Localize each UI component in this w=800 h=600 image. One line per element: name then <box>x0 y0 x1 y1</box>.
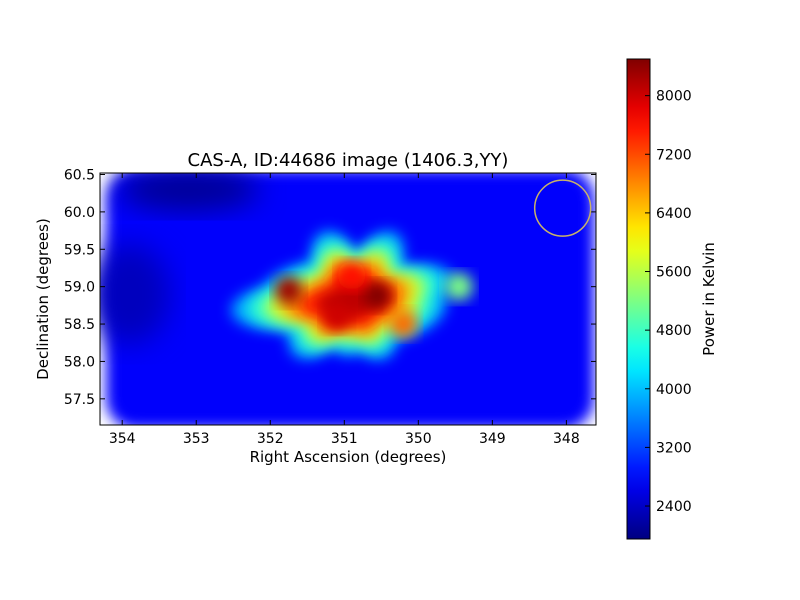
y-tick-label: 59.0 <box>64 280 95 296</box>
heatmap-image <box>100 173 594 425</box>
y-tick-label: 58.5 <box>64 317 95 333</box>
y-tick-label: 59.5 <box>64 242 95 258</box>
colorbar-gradient <box>626 58 651 540</box>
source-lobe <box>445 272 474 301</box>
source-lobe <box>363 281 392 310</box>
y-tick-label: 58.0 <box>64 354 95 370</box>
x-axis-label: Right Ascension (degrees) <box>250 448 447 466</box>
source-lobe <box>274 276 303 305</box>
x-tick-label: 352 <box>257 431 284 447</box>
y-tick-label: 57.5 <box>64 392 95 408</box>
low-emission-region <box>100 244 170 345</box>
colorbar-tick-label: 7200 <box>656 147 692 163</box>
colorbar: 2400 3200 4000 4800 5600 6400 7200 8000 Power i… <box>626 58 718 540</box>
y-axis-ticks: 57.5 58.0 58.5 59.0 59.5 60.0 60.5 <box>64 167 596 408</box>
source-lobe <box>322 302 351 331</box>
source-lobe <box>337 261 366 290</box>
low-emission-region <box>118 173 259 212</box>
x-tick-label: 351 <box>331 431 358 447</box>
y-tick-label: 60.0 <box>64 205 95 221</box>
x-tick-label: 350 <box>405 431 432 447</box>
x-tick-label: 354 <box>109 431 136 447</box>
x-tick-label: 353 <box>183 431 210 447</box>
colorbar-tick-label: 3200 <box>656 440 692 456</box>
source-lobe <box>389 310 418 339</box>
colorbar-label: Power in Kelvin <box>700 242 718 356</box>
colorbar-tick-label: 5600 <box>656 265 692 281</box>
y-axis-label: Declination (degrees) <box>34 218 52 380</box>
x-tick-label: 348 <box>553 431 580 447</box>
x-axis-ticks: 354 353 352 351 350 349 348 <box>109 173 580 447</box>
colorbar-tick-label: 2400 <box>656 499 692 515</box>
colorbar-tick-label: 4000 <box>656 382 692 398</box>
plot-frame <box>99 172 597 426</box>
chart-title: CAS-A, ID:44686 image (1406.3,YY) <box>188 150 509 171</box>
colorbar-tick-label: 8000 <box>656 89 692 105</box>
beam-marker-circle <box>533 179 592 237</box>
y-tick-label: 60.5 <box>64 167 95 183</box>
colorbar-ticks: 2400 3200 4000 4800 5600 6400 7200 8000 <box>645 89 692 515</box>
colorbar-tick-label: 4800 <box>656 323 692 339</box>
heatmap-area <box>100 173 596 425</box>
colorbar-tick-label: 6400 <box>656 206 692 222</box>
x-tick-label: 349 <box>479 431 506 447</box>
